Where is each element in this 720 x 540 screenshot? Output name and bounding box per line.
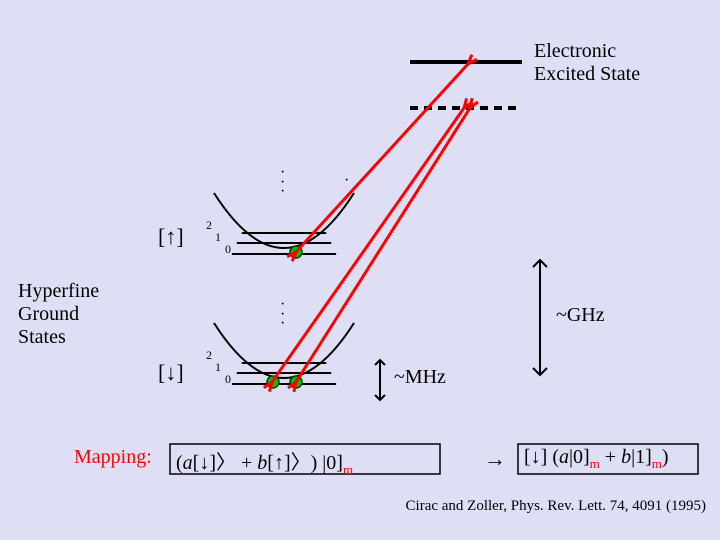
- mapping-equation-left: (a[↓]〉 + b[↑]〉) |0]m: [176, 446, 353, 478]
- ghz-label: ~GHz: [556, 304, 605, 327]
- level-number: 2: [206, 348, 212, 363]
- excited-state-label: ElectronicExcited State: [534, 40, 640, 86]
- level-number: 1: [215, 230, 221, 245]
- ellipsis-dots: ···: [280, 168, 285, 197]
- citation: Cirac and Zoller, Phys. Rev. Lett. 74, 4…: [406, 498, 706, 515]
- level-number: 0: [225, 242, 231, 257]
- level-number: 1: [215, 360, 221, 375]
- ellipsis-dots: ···: [280, 300, 285, 329]
- spin-down-label: [↓]: [158, 360, 184, 386]
- level-number: 2: [206, 218, 212, 233]
- mapping-label: Mapping:: [74, 446, 152, 469]
- mapping-arrow: →: [484, 446, 506, 472]
- mapping-equation-right: [↓] (a|0]m + b|1]m): [524, 446, 669, 472]
- level-number: 0: [225, 372, 231, 387]
- spin-up-label: [↑]: [158, 224, 184, 250]
- hyperfine-ground-states-label: HyperfineGroundStates: [18, 280, 99, 349]
- mhz-label: ~MHz: [394, 366, 446, 389]
- ellipsis-dots: ·: [344, 172, 349, 190]
